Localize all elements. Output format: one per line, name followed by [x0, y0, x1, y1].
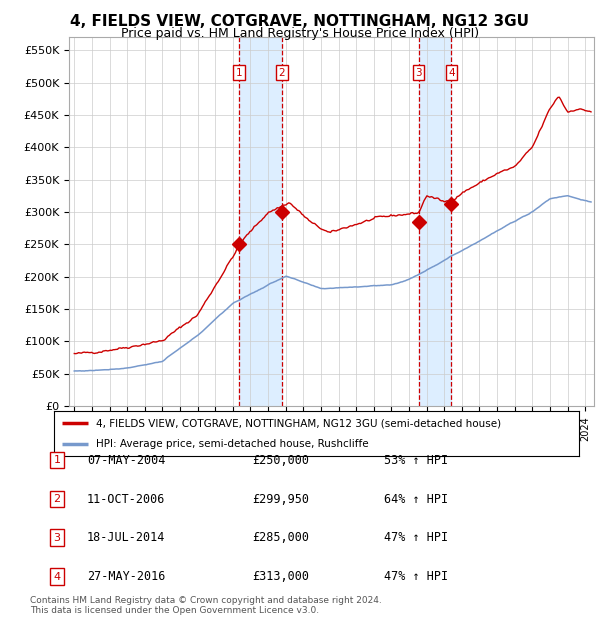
Bar: [239, 37, 282, 406]
Text: 1: 1: [53, 455, 61, 465]
Text: 2: 2: [278, 68, 285, 78]
Text: 1: 1: [236, 68, 242, 78]
Text: 07-MAY-2004: 07-MAY-2004: [87, 454, 166, 466]
Text: £313,000: £313,000: [252, 570, 309, 583]
Text: £299,950: £299,950: [252, 493, 309, 505]
Text: 18-JUL-2014: 18-JUL-2014: [87, 531, 166, 544]
Text: 4: 4: [448, 68, 455, 78]
Text: Contains HM Land Registry data © Crown copyright and database right 2024.: Contains HM Land Registry data © Crown c…: [30, 596, 382, 606]
Text: £285,000: £285,000: [252, 531, 309, 544]
Text: 47% ↑ HPI: 47% ↑ HPI: [384, 531, 448, 544]
Bar: [419, 37, 451, 406]
Text: 2: 2: [53, 494, 61, 504]
Text: 4, FIELDS VIEW, COTGRAVE, NOTTINGHAM, NG12 3GU (semi-detached house): 4, FIELDS VIEW, COTGRAVE, NOTTINGHAM, NG…: [96, 418, 501, 428]
Text: 3: 3: [53, 533, 61, 542]
Text: 3: 3: [415, 68, 422, 78]
Text: 64% ↑ HPI: 64% ↑ HPI: [384, 493, 448, 505]
Text: HPI: Average price, semi-detached house, Rushcliffe: HPI: Average price, semi-detached house,…: [96, 438, 368, 449]
Text: 4: 4: [53, 572, 61, 582]
Text: This data is licensed under the Open Government Licence v3.0.: This data is licensed under the Open Gov…: [30, 606, 319, 616]
Text: 53% ↑ HPI: 53% ↑ HPI: [384, 454, 448, 466]
Text: 11-OCT-2006: 11-OCT-2006: [87, 493, 166, 505]
Text: 4, FIELDS VIEW, COTGRAVE, NOTTINGHAM, NG12 3GU: 4, FIELDS VIEW, COTGRAVE, NOTTINGHAM, NG…: [71, 14, 530, 29]
Text: 27-MAY-2016: 27-MAY-2016: [87, 570, 166, 583]
Text: 47% ↑ HPI: 47% ↑ HPI: [384, 570, 448, 583]
Text: £250,000: £250,000: [252, 454, 309, 466]
Text: Price paid vs. HM Land Registry's House Price Index (HPI): Price paid vs. HM Land Registry's House …: [121, 27, 479, 40]
